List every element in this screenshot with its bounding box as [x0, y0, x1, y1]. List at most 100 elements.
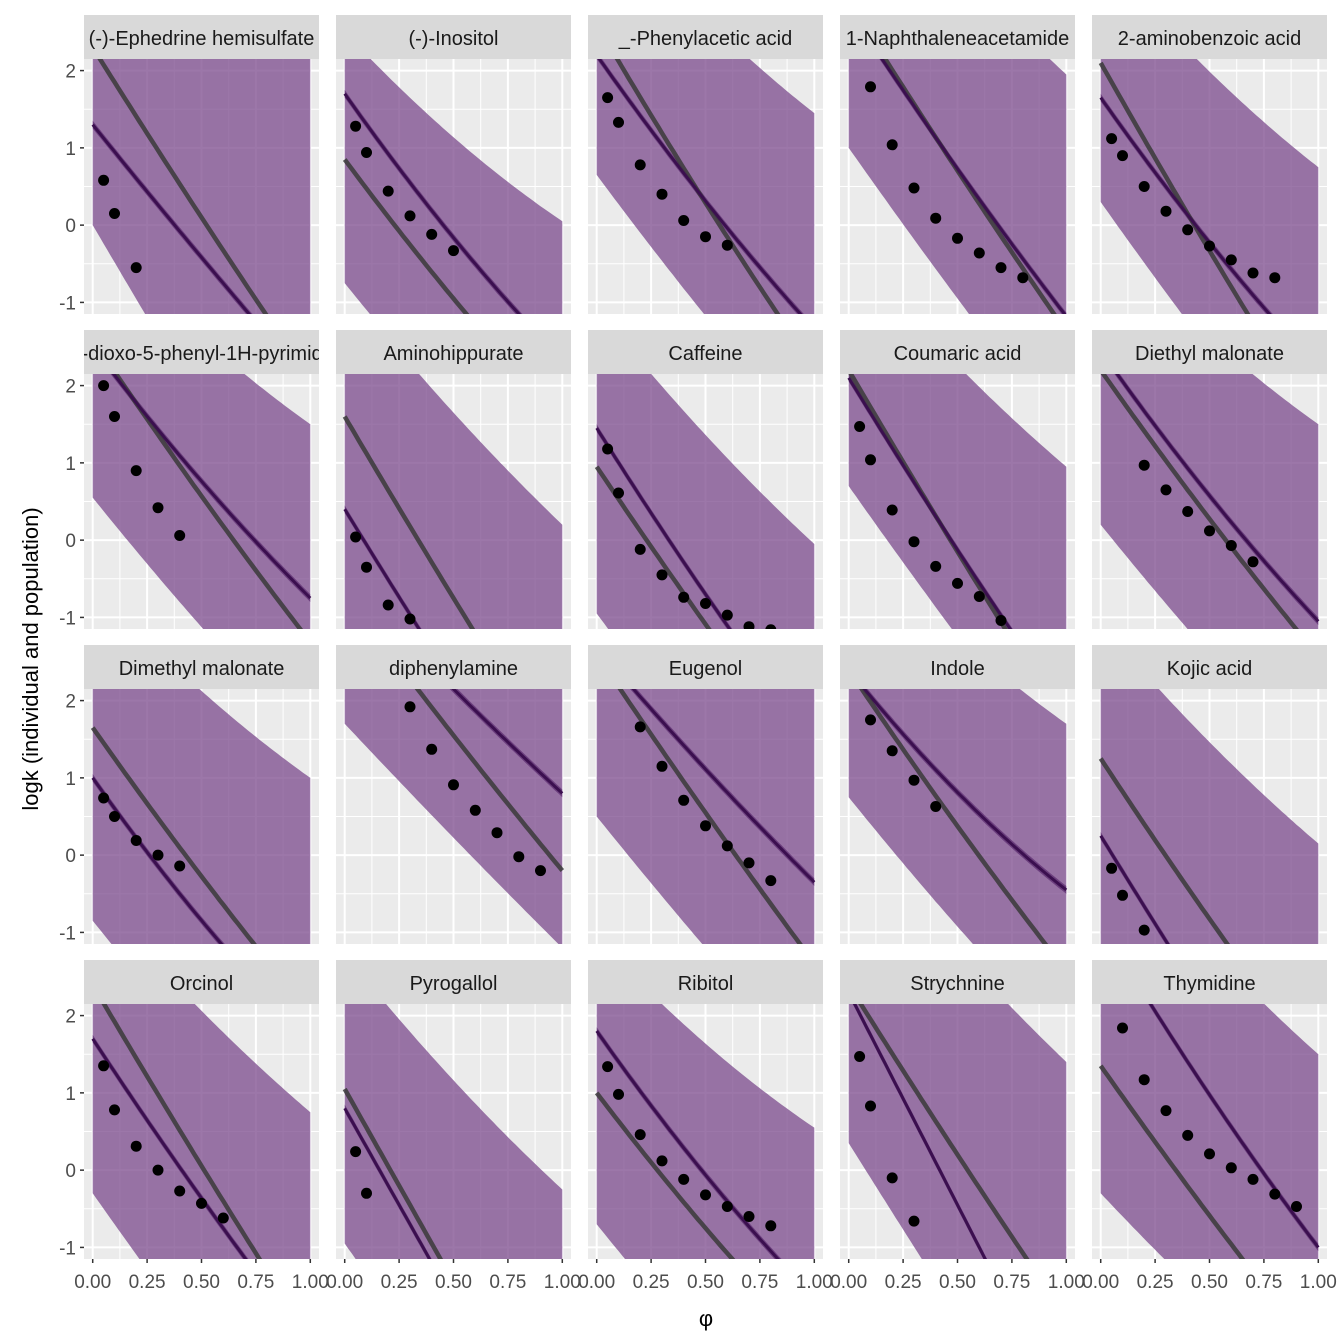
x-tick-label: 0.50: [939, 1272, 976, 1293]
panel-data: [92, 374, 312, 629]
individual-line: [852, 1004, 987, 1259]
data-point: [656, 1155, 668, 1167]
population-interval-band: [92, 689, 311, 944]
population-line: [414, 689, 565, 873]
data-point: [952, 232, 963, 244]
panel-data: [1098, 59, 1319, 314]
population-interval-band: [1100, 374, 1319, 629]
panel-data: [90, 689, 311, 944]
data-point: [995, 262, 1007, 274]
x-tick-label: 1.00: [1300, 1272, 1337, 1293]
panel-data: [1098, 689, 1319, 944]
facet-title-clip: Coumaric acid: [894, 343, 1022, 365]
y-tick-label: 2: [65, 377, 76, 398]
data-point: [1247, 556, 1259, 568]
y-axis-label: logk (individual and population): [18, 507, 43, 810]
facet-panel: 5,5-dioxo-5-phenyl-1H-pyrimidine -1 0 1 2: [54, 330, 350, 629]
x-tick-label: 0.00: [830, 1272, 867, 1293]
data-point: [865, 714, 876, 726]
individual-line: [631, 689, 816, 884]
panel-data: [342, 59, 563, 314]
facet-strip: [336, 960, 571, 1004]
facet-title: 5,5-dioxo-5-phenyl-1H-pyrimidine: [54, 343, 350, 365]
facet-panel: Thymidine 0.00 0.25 0.50 0.75 1.00: [1082, 960, 1337, 1293]
x-tick-label: 0.75: [741, 1272, 778, 1293]
data-point: [535, 865, 546, 877]
facet-title: Diethyl malonate: [1135, 343, 1284, 365]
data-point: [130, 1140, 142, 1152]
data-point: [152, 849, 164, 861]
data-point: [350, 531, 362, 543]
facet-strip: [588, 15, 823, 59]
data-point: [765, 624, 777, 629]
y-tick-label: 0: [65, 216, 76, 237]
data-point: [678, 1173, 690, 1185]
data-point: [1117, 1022, 1128, 1034]
data-point: [109, 1104, 120, 1116]
y-tick-label: 1: [65, 139, 76, 160]
data-point: [98, 792, 110, 804]
data-point: [491, 827, 503, 839]
data-point: [1017, 272, 1029, 284]
facet-title-clip: Ribitol: [678, 973, 734, 995]
x-tick-label: 0.00: [326, 1272, 363, 1293]
facet-panel: Aminohippurate: [336, 330, 571, 629]
facet-strip: [840, 960, 1075, 1004]
x-tick-label: 1.00: [292, 1272, 329, 1293]
data-point: [1106, 133, 1118, 145]
data-point: [1138, 181, 1150, 192]
population-interval-band: [1100, 1004, 1319, 1259]
data-point: [98, 380, 110, 392]
panel-data: [344, 689, 565, 944]
panel-data: [1098, 1004, 1320, 1259]
facet-strip: [840, 645, 1075, 689]
data-point: [382, 185, 394, 197]
facet-title-clip: 1-Naphthaleneacetamide: [846, 28, 1070, 50]
population-line: [101, 1004, 263, 1259]
data-point: [765, 1220, 777, 1232]
data-point: [1269, 1188, 1281, 1200]
panel-data: [91, 1004, 311, 1259]
x-tick-label: 0.50: [1191, 1272, 1228, 1293]
x-tick-label: 0.00: [578, 1272, 615, 1293]
data-point: [930, 560, 942, 572]
data-point: [1138, 459, 1150, 471]
data-point: [700, 598, 711, 609]
data-point: [361, 1187, 372, 1199]
facet-panel: Diethyl malonate: [1092, 330, 1327, 629]
data-point: [865, 81, 876, 93]
population-line: [1098, 1064, 1246, 1259]
x-tick-label: 0.75: [237, 1272, 274, 1293]
data-point: [1138, 1074, 1150, 1086]
facet-panel: Coumaric acid: [840, 330, 1075, 629]
data-point: [152, 502, 164, 514]
individual-line: [1099, 835, 1170, 944]
data-point: [886, 504, 898, 516]
facet-title: Indole: [930, 658, 985, 680]
data-point: [1291, 1201, 1302, 1212]
facet-title: Dimethyl malonate: [119, 658, 285, 680]
data-point: [886, 1172, 898, 1184]
facet-title-clip: (-)-Inositol: [408, 28, 498, 50]
data-point: [469, 804, 481, 816]
facet-title-clip: Kojic acid: [1167, 658, 1253, 680]
panel-data: [848, 689, 1068, 944]
facet-title: (-)-Inositol: [408, 28, 498, 50]
facet-title: Orcinol: [170, 973, 233, 995]
facet-title: 2-aminobenzoic acid: [1118, 28, 1301, 50]
facet-strip: [336, 15, 571, 59]
population-interval-band: [1100, 689, 1319, 944]
x-tick-label: 0.50: [687, 1272, 724, 1293]
facet-strip: [84, 15, 319, 59]
facet-strip: [1092, 330, 1327, 374]
facet-strip: [588, 330, 823, 374]
y-tick-label: 1: [65, 1084, 76, 1105]
facet-strip: [84, 960, 319, 1004]
panel-data: [1100, 374, 1320, 629]
facet-strip: [336, 645, 571, 689]
facet-strip: [1092, 645, 1327, 689]
data-point: [602, 1061, 614, 1073]
population-line: [342, 1087, 444, 1259]
facet-title-clip: _-Phenylacetic acid: [618, 28, 792, 50]
data-point: [613, 116, 624, 128]
